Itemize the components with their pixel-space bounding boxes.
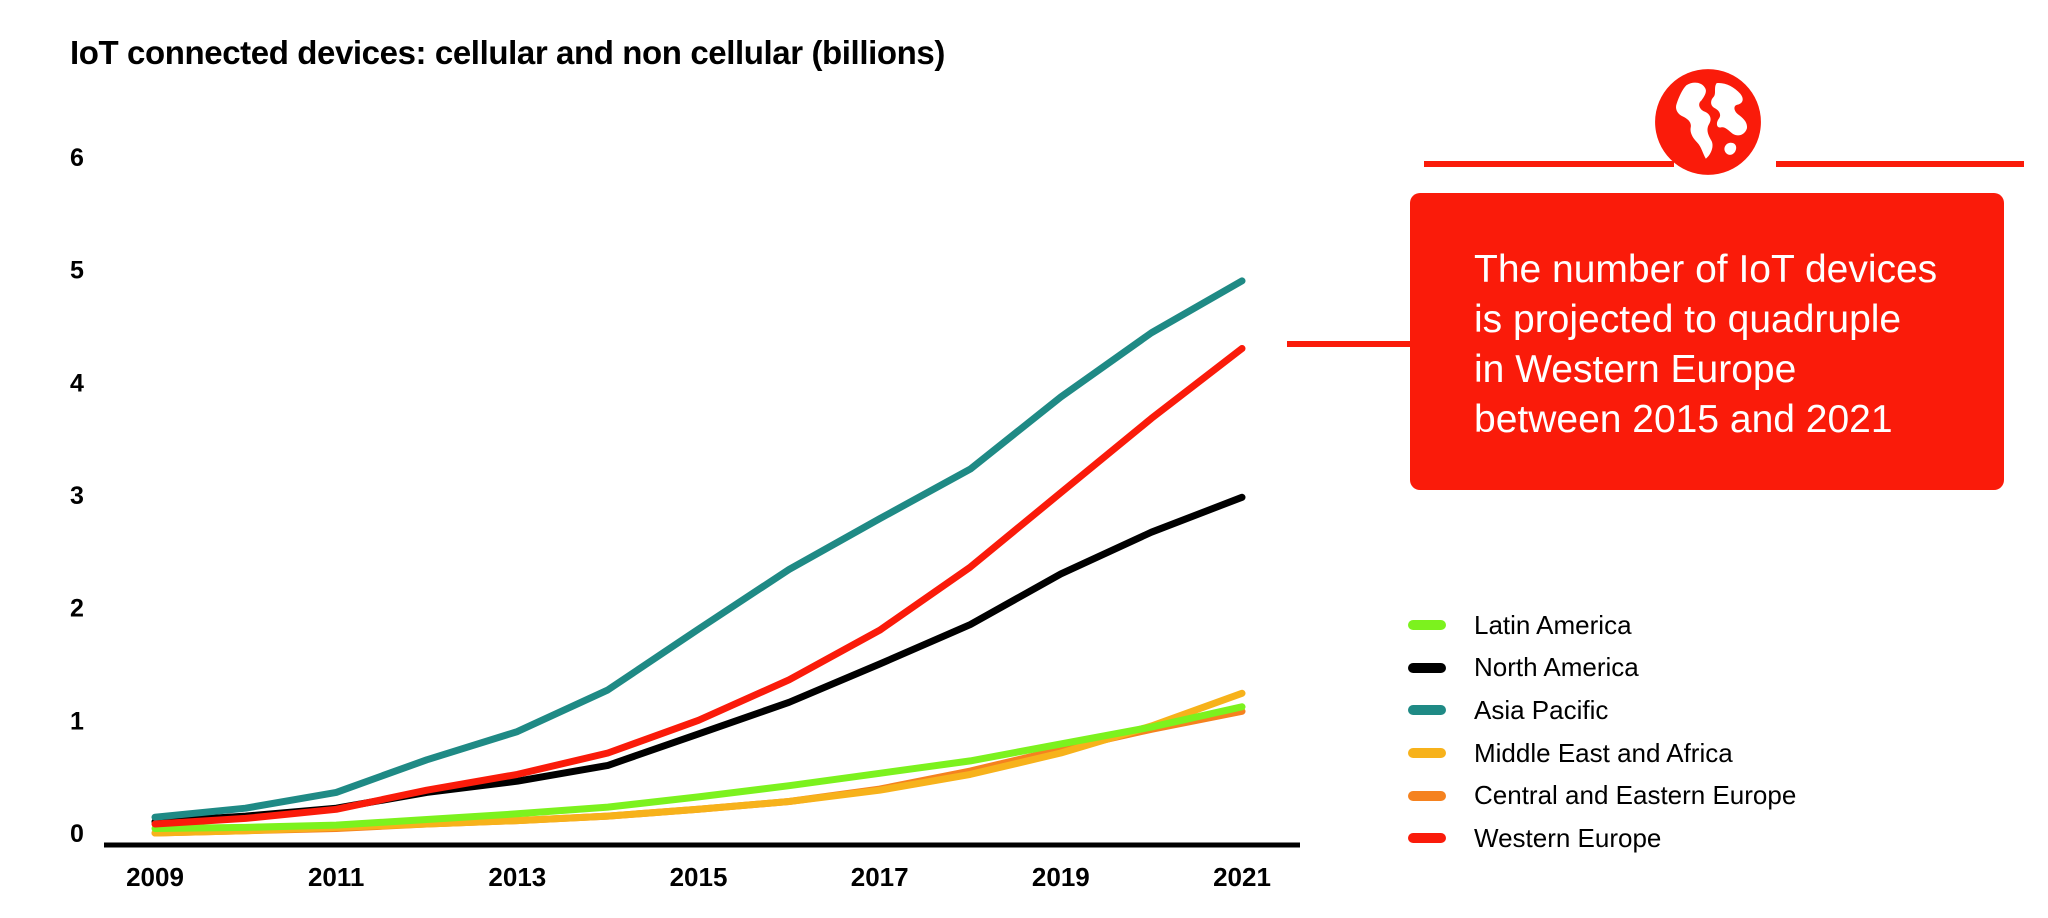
legend-label: Central and Eastern Europe [1474,780,1797,811]
series-line-asia-pacific [151,277,1246,821]
legend-label: North America [1474,652,1639,683]
x-tick-label: 2015 [670,862,728,892]
legend-item-asia-pacific: Asia Pacific [1408,689,1796,732]
y-tick-label: 5 [70,257,84,285]
legend-item-central-eastern-europe: Central and Eastern Europe [1408,774,1796,817]
x-tick-label: 2021 [1213,862,1271,892]
y-tick-label: 6 [70,144,84,172]
series-line-western-europe [151,345,1246,828]
callout-connector-line [1287,341,1411,347]
callout-box: The number of IoT devices is projected t… [1410,193,2004,490]
series-lines [151,277,1246,837]
y-tick-label: 4 [70,369,84,397]
y-axis-ticks: 0 1 2 3 4 5 6 [70,144,84,848]
legend-item-middle-east-africa: Middle East and Africa [1408,732,1796,775]
legend-item-north-america: North America [1408,647,1796,690]
legend-label: Middle East and Africa [1474,737,1733,768]
series-line-latin-america [151,703,1246,832]
legend-swatch [1408,662,1446,673]
chart-title: IoT connected devices: cellular and non … [70,34,945,71]
legend-swatch [1408,705,1446,716]
legend-item-western-europe: Western Europe [1408,817,1796,860]
y-tick-label: 1 [70,707,84,735]
legend-label: Asia Pacific [1474,694,1609,725]
series-line-north-america [151,493,1246,826]
callout-line-1: The number of IoT devices [1474,248,1938,291]
callout-text: The number of IoT devices is projected t… [1474,245,1964,445]
callout-line-2: is projected to quadruple [1474,298,1902,341]
x-tick-label: 2017 [851,862,909,892]
callout-line-4: between 2015 and 2021 [1474,398,1893,441]
y-tick-label: 3 [70,482,84,510]
callout-top-rule-right [1776,161,2024,167]
x-tick-label: 2011 [308,862,364,892]
legend-label: Western Europe [1474,822,1662,853]
legend-label: Latin America [1474,609,1632,640]
series-line-central-and-eastern-europe [151,707,1246,837]
legend-item-latin-america: Latin America [1408,604,1796,647]
legend-swatch [1408,833,1446,844]
x-axis-ticks: 2009 2011 2013 2015 2017 2019 2021 [126,862,1271,892]
x-tick-label: 2009 [126,862,184,892]
x-tick-label: 2013 [488,862,546,892]
x-tick-label: 2019 [1032,862,1090,892]
legend: Latin America North America Asia Pacific… [1408,604,1796,860]
legend-swatch [1408,790,1446,801]
callout-top-rule-left [1424,161,1674,167]
callout-line-3: in Western Europe [1474,348,1797,391]
y-tick-label: 0 [70,820,84,848]
legend-swatch [1408,748,1446,759]
globe-icon [1655,69,1761,175]
legend-swatch [1408,620,1446,631]
y-tick-label: 2 [70,595,84,623]
